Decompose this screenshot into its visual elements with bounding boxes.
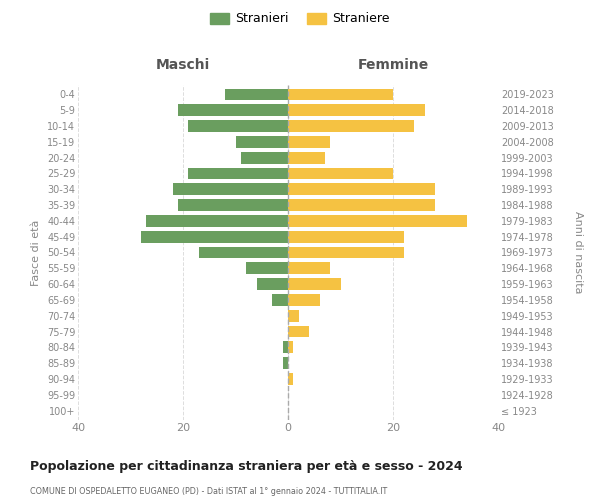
Bar <box>288 373 293 385</box>
Bar <box>288 294 320 306</box>
Bar <box>178 199 288 211</box>
Text: COMUNE DI OSPEDALETTO EUGANEO (PD) - Dati ISTAT al 1° gennaio 2024 - TUTTITALIA.: COMUNE DI OSPEDALETTO EUGANEO (PD) - Dat… <box>30 488 387 496</box>
Bar <box>288 136 330 148</box>
Bar <box>173 184 288 195</box>
Bar <box>246 262 288 274</box>
Bar <box>283 357 288 369</box>
Bar <box>288 231 404 242</box>
Bar <box>288 199 435 211</box>
Bar <box>235 136 288 148</box>
Bar <box>272 294 288 306</box>
Bar <box>288 88 393 101</box>
Bar <box>288 184 435 195</box>
Bar <box>288 342 293 353</box>
Bar <box>241 152 288 164</box>
Text: Popolazione per cittadinanza straniera per età e sesso - 2024: Popolazione per cittadinanza straniera p… <box>30 460 463 473</box>
Bar <box>257 278 288 290</box>
Bar <box>288 246 404 258</box>
Text: Maschi: Maschi <box>156 58 210 72</box>
Bar <box>288 152 325 164</box>
Bar <box>288 104 425 116</box>
Bar <box>288 310 299 322</box>
Bar <box>288 215 467 227</box>
Bar <box>288 168 393 179</box>
Bar <box>288 262 330 274</box>
Bar <box>288 278 341 290</box>
Bar <box>288 120 414 132</box>
Legend: Stranieri, Straniere: Stranieri, Straniere <box>206 8 394 29</box>
Bar <box>288 326 309 338</box>
Bar <box>199 246 288 258</box>
Text: Femmine: Femmine <box>358 58 428 72</box>
Bar <box>141 231 288 242</box>
Bar <box>283 342 288 353</box>
Bar <box>188 168 288 179</box>
Y-axis label: Anni di nascita: Anni di nascita <box>573 211 583 294</box>
Bar <box>146 215 288 227</box>
Y-axis label: Fasce di età: Fasce di età <box>31 220 41 286</box>
Bar <box>188 120 288 132</box>
Bar <box>225 88 288 101</box>
Bar <box>178 104 288 116</box>
